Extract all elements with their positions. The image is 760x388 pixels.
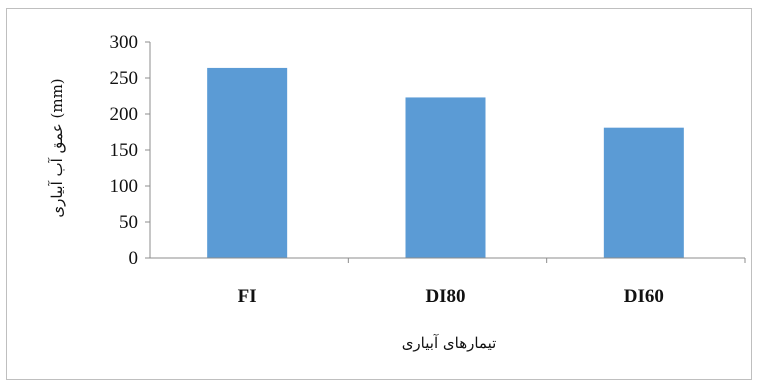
x-tick-label: DI60 xyxy=(624,286,664,307)
y-tick-label: 250 xyxy=(110,68,139,89)
bar-di80 xyxy=(405,97,486,258)
y-axis-ticks: 0 50 100 150 200 250 300 xyxy=(110,32,150,269)
x-tick-label: DI80 xyxy=(425,286,465,307)
y-axis-label: عمق آب آبیاری (mm) xyxy=(48,78,66,217)
x-axis-label: تیمارهای آبیاری xyxy=(402,334,497,352)
bar-di60 xyxy=(603,127,684,259)
y-tick-label: 200 xyxy=(110,104,139,125)
y-tick-label: 150 xyxy=(110,140,139,161)
y-tick-label: 300 xyxy=(110,32,139,53)
x-tick-label: FI xyxy=(238,286,257,307)
y-tick-label: 50 xyxy=(119,212,138,233)
bar-fi xyxy=(207,67,288,258)
y-tick-label: 0 xyxy=(129,248,139,269)
bars xyxy=(207,67,684,259)
y-tick-label: 100 xyxy=(110,176,139,197)
x-axis-ticks: FI DI80 DI60 xyxy=(238,258,746,307)
